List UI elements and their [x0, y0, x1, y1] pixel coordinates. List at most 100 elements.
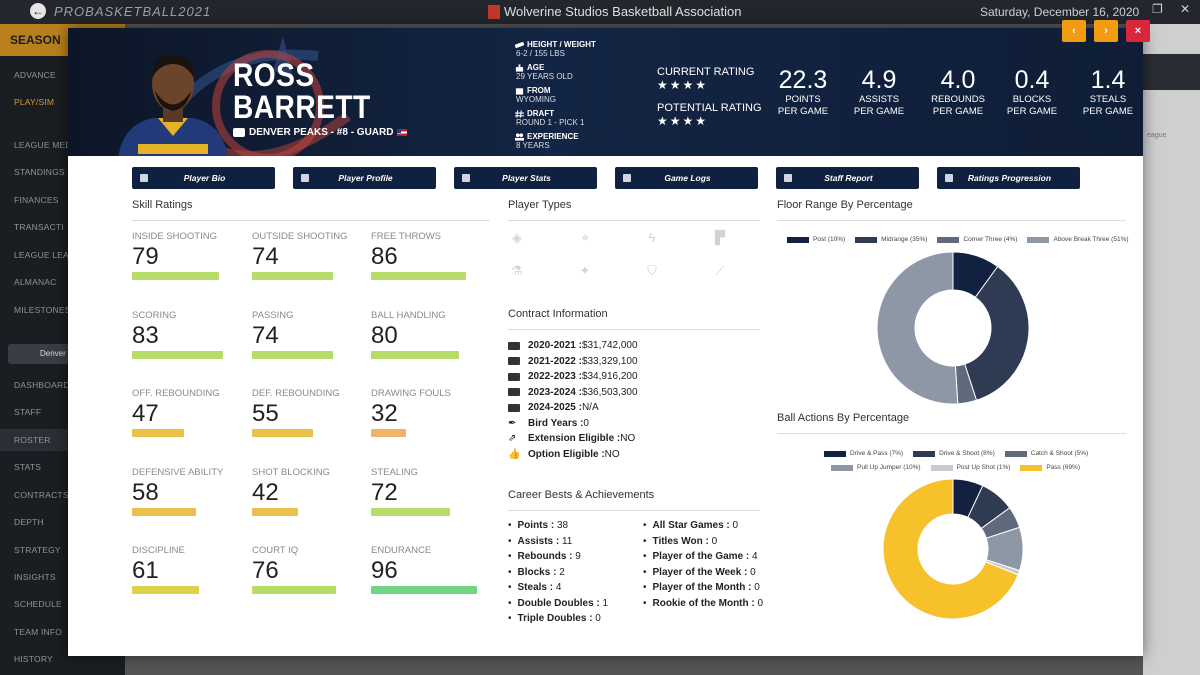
- prev-player-button[interactable]: ‹: [1062, 20, 1086, 42]
- skill-ratings-title: Skill Ratings: [132, 199, 193, 211]
- stat-blocks: 0.4 BLOCKS PER GAME: [1006, 66, 1058, 117]
- sidebar-item-finances[interactable]: FINANCES: [14, 195, 59, 205]
- legend-label: Above Break Three (51%): [1053, 236, 1129, 243]
- player-types-divider: [508, 220, 760, 221]
- skill-rating: ENDURANCE 96: [371, 545, 481, 594]
- comment-icon: [784, 174, 792, 182]
- skill-label: FREE THROWS: [371, 231, 442, 242]
- tab-staff-report[interactable]: Staff Report: [776, 167, 919, 189]
- thumbs-up-icon: 👍: [508, 448, 521, 460]
- sidebar-item-insights[interactable]: INSIGHTS: [14, 572, 56, 582]
- skill-label: OUTSIDE SHOOTING: [252, 231, 348, 242]
- tab-ratings-progression[interactable]: Ratings Progression: [937, 167, 1080, 189]
- stat-steals: 1.4 STEALS PER GAME: [1082, 66, 1134, 117]
- experience-value: 8 YEARS: [516, 141, 550, 150]
- ball-actions-donut-chart: [882, 478, 1024, 620]
- sidebar-item-team-info[interactable]: TEAM INFO: [14, 627, 63, 637]
- sidebar-item-league-leaders[interactable]: LEAGUE LEAD: [14, 250, 76, 260]
- contract-row: 2024-2025 : N/A: [508, 400, 638, 416]
- bar-chart-icon: [462, 174, 470, 182]
- player-card-modal: ROSS BARRETT DENVER PEAKS - #8 - GUARD H…: [68, 20, 1150, 656]
- legend-swatch: [824, 450, 846, 457]
- sidebar-item-history[interactable]: HISTORY: [14, 654, 53, 664]
- crosshair-type-icon: ⌖: [581, 230, 589, 245]
- sidebar-item-depth[interactable]: DEPTH: [14, 517, 44, 527]
- legend-label: Midrange (35%): [881, 236, 928, 243]
- skill-label: DEFENSIVE ABILITY: [132, 466, 224, 478]
- skill-rating: SHOT BLOCKING 42: [252, 467, 362, 516]
- skill-label: DISCIPLINE: [132, 545, 185, 556]
- money-icon: [508, 372, 520, 381]
- building-icon: [515, 87, 524, 95]
- list-item: Titles Won : 0: [643, 536, 763, 552]
- skill-value: 58: [132, 478, 159, 506]
- ball-actions-divider: [777, 433, 1126, 434]
- floor-range-title: Floor Range By Percentage: [777, 199, 913, 211]
- sidebar-item-league-media[interactable]: LEAGUE MED: [14, 140, 72, 150]
- legend-swatch: [930, 464, 953, 471]
- skill-bar: [132, 586, 200, 594]
- height-weight-value: 6-2 / 155 LBS: [516, 49, 565, 58]
- list-item: Triple Doubles : 0: [508, 613, 608, 629]
- sidebar-item-roster[interactable]: ROSTER: [14, 435, 51, 445]
- list-item: All Star Games : 0: [643, 520, 763, 536]
- contract-row: 👍 Option Eligible : NO: [508, 448, 620, 460]
- contract-row: 2020-2021 : $31,742,000: [508, 338, 638, 354]
- back-icon[interactable]: ←: [30, 3, 46, 19]
- skill-bar: [371, 429, 407, 437]
- legend-swatch: [1027, 236, 1050, 243]
- donut-slice: [876, 251, 959, 405]
- current-rating-stars: ★★★★: [657, 78, 709, 92]
- users-icon: [515, 132, 524, 141]
- sidebar-item-schedule[interactable]: SCHEDULE: [14, 599, 62, 609]
- close-modal-button[interactable]: ×: [1126, 20, 1150, 42]
- restore-window-icon[interactable]: ❐: [1152, 2, 1163, 16]
- skill-bar: [132, 272, 219, 280]
- contract-row: 2022-2023 : $34,916,200: [508, 369, 638, 385]
- flask-type-icon: ⚗: [511, 263, 523, 278]
- skill-label: COURT IQ: [252, 545, 299, 556]
- skill-rating: COURT IQ 76: [252, 545, 362, 594]
- skill-bar: [371, 507, 451, 516]
- close-window-icon[interactable]: ✕: [1180, 2, 1191, 16]
- sidebar-item-stats[interactable]: STATS: [14, 462, 42, 472]
- info-experience: EXPERIENCE 8 YEARS: [515, 132, 579, 150]
- list-item: Double Doubles : 1: [508, 598, 609, 614]
- skill-bar: [252, 429, 313, 437]
- sidebar-item-transactions[interactable]: TRANSACTI: [14, 222, 64, 232]
- contract-divider: [508, 329, 760, 330]
- info-draft: DRAFT ROUND 1 - PICK 1: [515, 109, 585, 127]
- sidebar-item-milestones[interactable]: MILESTONES: [14, 305, 71, 315]
- legend-label: Catch & Shoot (5%): [1030, 450, 1089, 457]
- hash-icon: [515, 109, 524, 118]
- sidebar-item-dashboard[interactable]: DASHBOARD: [14, 380, 70, 390]
- player-last-name: BARRETT: [233, 89, 371, 125]
- skill-bar: [371, 272, 466, 280]
- tab-game-logs[interactable]: Game Logs: [615, 167, 758, 189]
- from-value: WYOMING: [516, 95, 556, 104]
- career-list-left: Points : 38 Assists : 11 Rebounds : 9 Bl…: [508, 520, 609, 629]
- id-card-icon: [140, 174, 148, 182]
- contract-row: 2021-2022 : $33,329,100: [508, 354, 638, 370]
- sidebar-item-contracts[interactable]: CONTRACTS: [14, 490, 69, 500]
- sidebar-item-staff[interactable]: STAFF: [14, 407, 42, 417]
- sidebar-item-play-sim[interactable]: PLAY/SIM: [14, 97, 55, 107]
- current-date: Saturday, December 16, 2020: [980, 5, 1140, 19]
- sidebar-item-advance[interactable]: ADVANCE: [14, 70, 56, 80]
- next-player-button[interactable]: ›: [1094, 20, 1118, 42]
- career-title: Career Bests & Achievements: [508, 489, 655, 501]
- sidebar-item-standings[interactable]: STANDINGS: [14, 167, 65, 177]
- sidebar-item-strategy[interactable]: STRATEGY: [14, 545, 61, 555]
- list-item: Player of the Game : 4: [643, 551, 763, 567]
- draft-value: ROUND 1 - PICK 1: [516, 118, 585, 127]
- background-header-band: [1143, 54, 1200, 90]
- legend-label: Post (10%): [813, 236, 846, 243]
- sidebar-item-almanac[interactable]: ALMANAC: [14, 277, 57, 287]
- legend-label: Drive & Pass (7%): [850, 450, 904, 457]
- skill-value: 96: [371, 557, 398, 584]
- tab-player-bio[interactable]: Player Bio: [132, 167, 275, 189]
- list-item: Steals : 4: [508, 582, 608, 598]
- tab-player-stats[interactable]: Player Stats: [454, 167, 597, 189]
- tab-player-profile[interactable]: Player Profile: [293, 167, 436, 189]
- skill-bar: [132, 429, 184, 437]
